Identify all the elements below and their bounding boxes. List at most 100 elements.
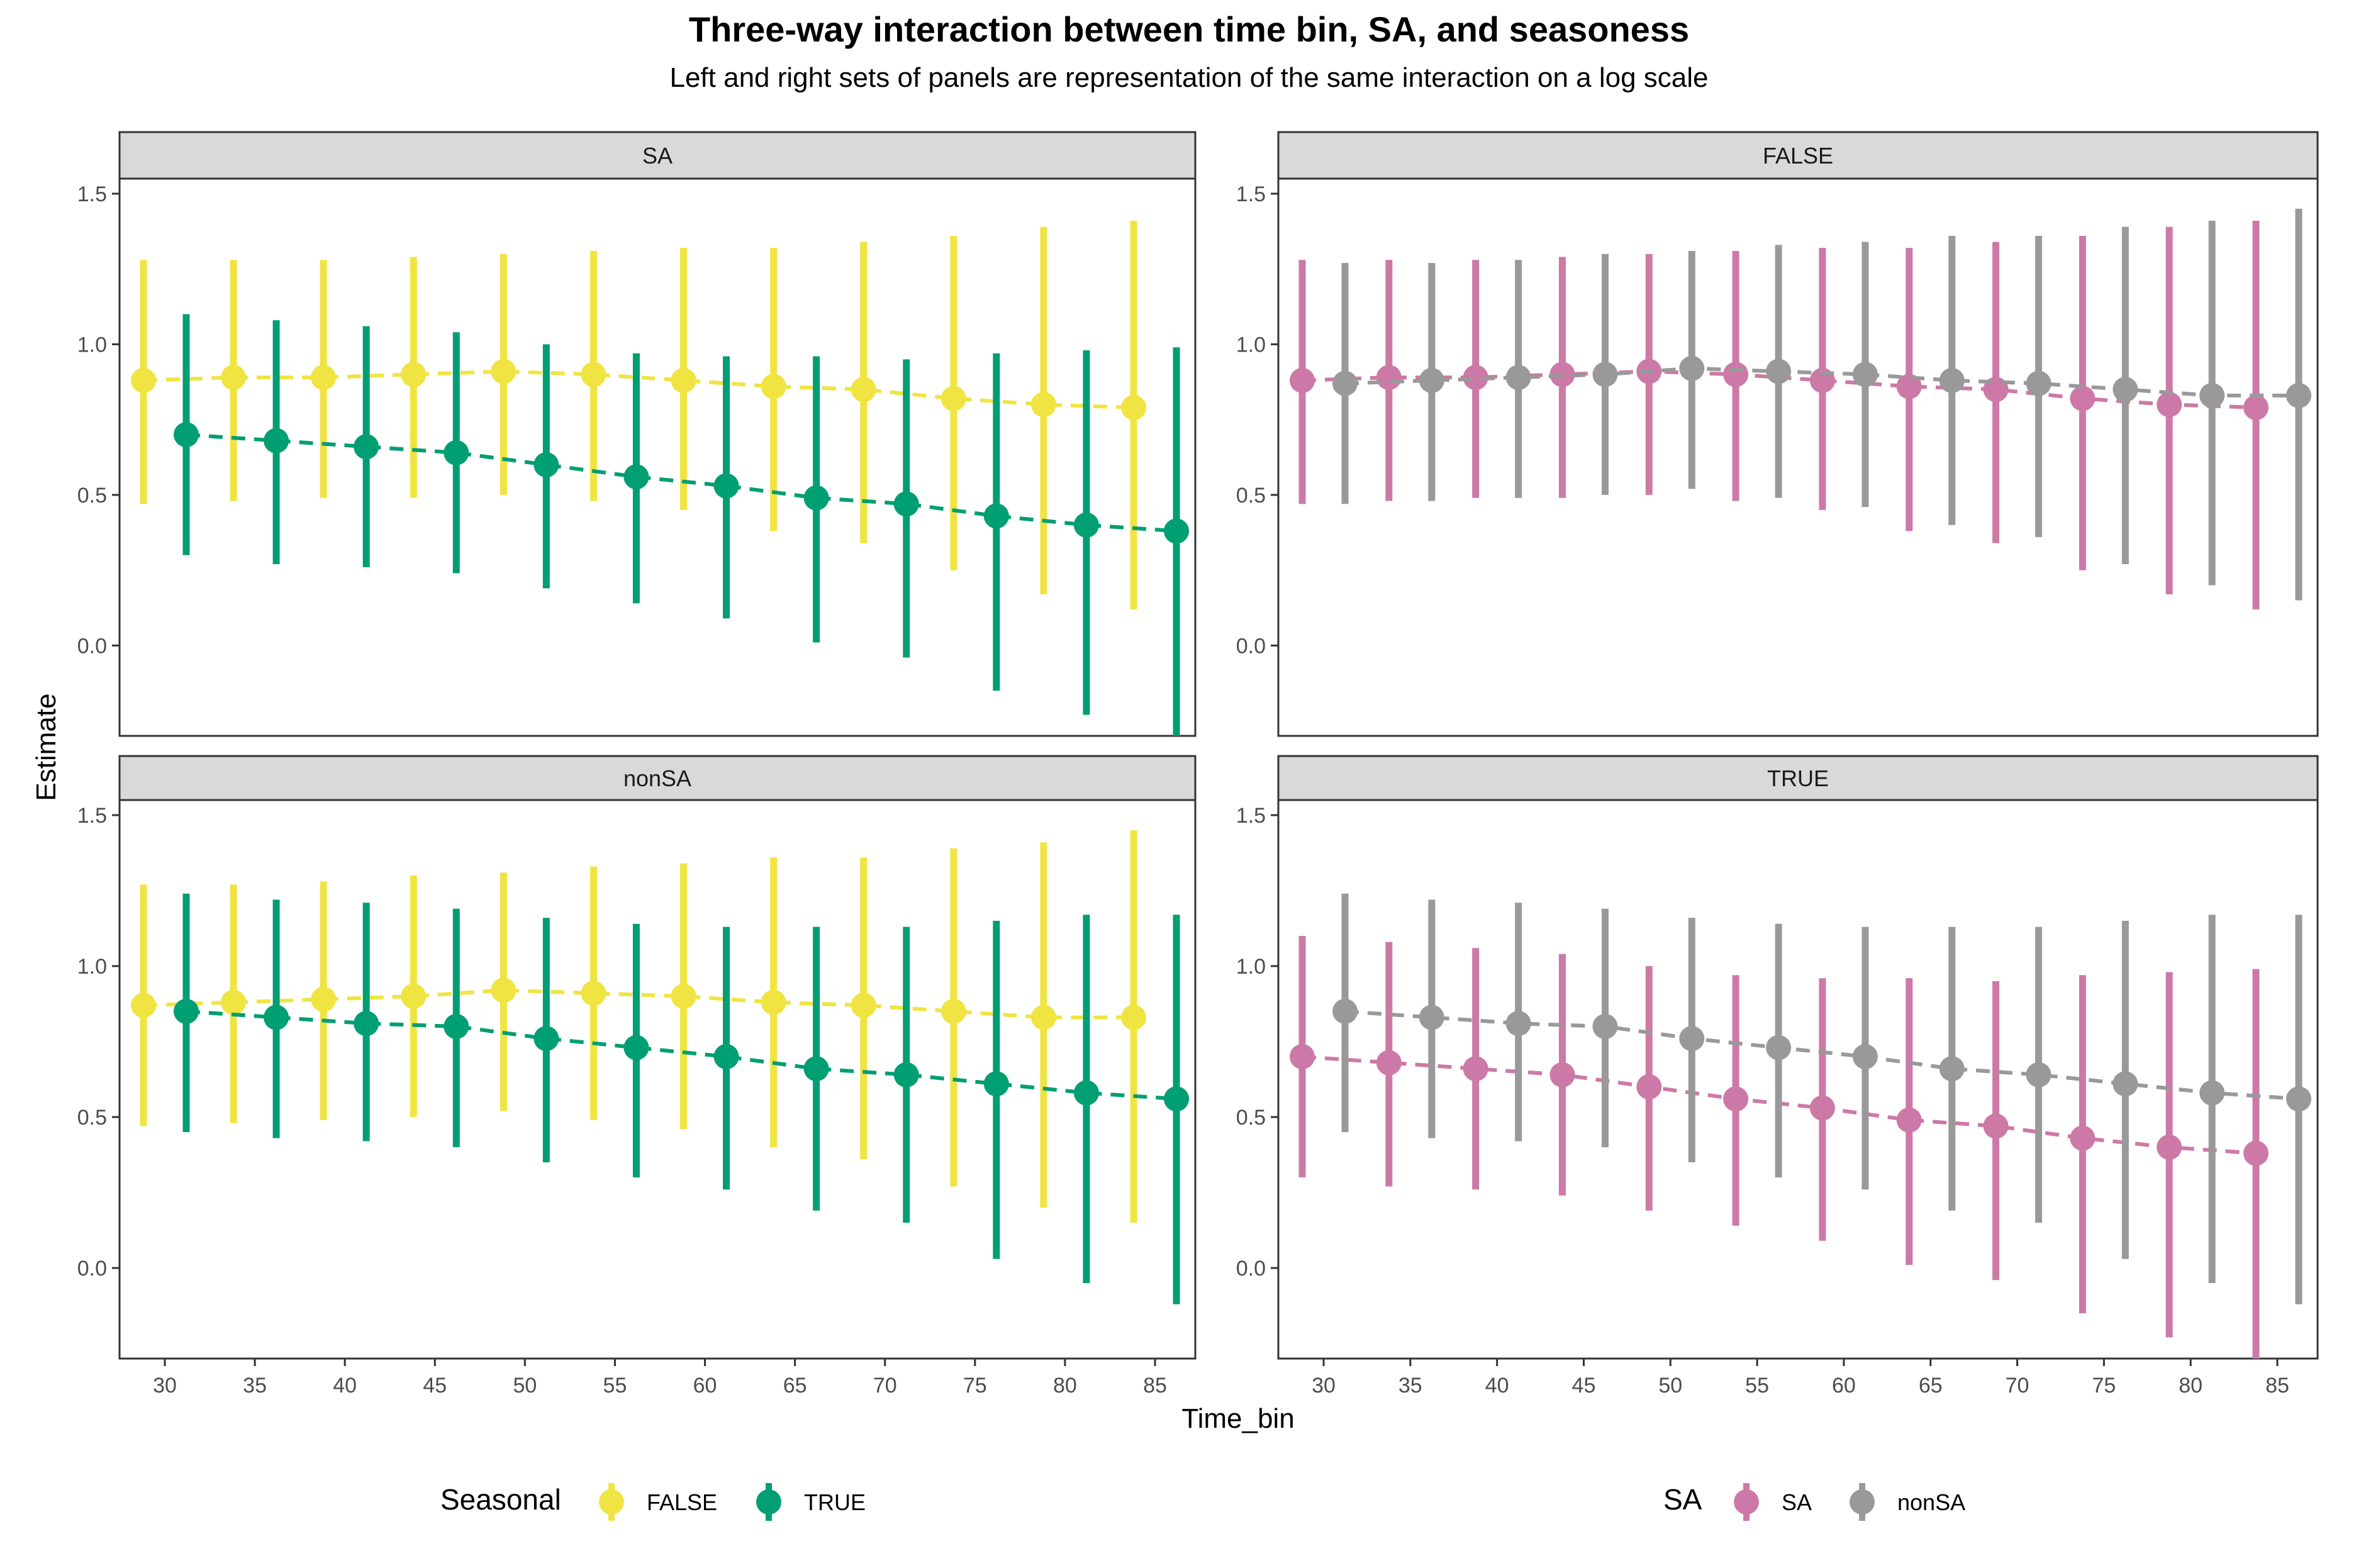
data-point <box>1723 362 1749 387</box>
data-point <box>2026 1062 2051 1087</box>
facet-strip <box>1277 755 2319 801</box>
data-point <box>174 422 199 448</box>
facet-panels: SA 0.0 0.5 1.0 1.5 FALSE 0.0 0.5 1.0 1.5 nonSA 0.0 0… <box>77 131 2319 1398</box>
data-point <box>761 374 786 399</box>
legend-label: TRUE <box>804 1489 866 1515</box>
data-point <box>1723 1086 1749 1112</box>
data-point <box>1030 1004 1056 1030</box>
facet-strip <box>118 131 1197 180</box>
data-point <box>1766 1035 1792 1060</box>
data-point <box>131 993 156 1018</box>
data-point <box>893 1062 919 1087</box>
y-tick-label: 0.5 <box>1236 484 1266 508</box>
data-point <box>444 1014 469 1039</box>
data-point <box>803 485 829 511</box>
series-FALSE <box>131 830 1146 1223</box>
data-point <box>1679 355 1705 381</box>
x-tick-label: 45 <box>423 1374 447 1398</box>
data-point <box>1636 1074 1662 1099</box>
data-point <box>533 1026 559 1052</box>
facet-strip-label: FALSE <box>1763 143 1833 169</box>
data-point <box>1463 365 1488 391</box>
data-point <box>533 452 559 477</box>
y-tick-label: 0.0 <box>1236 1257 1266 1281</box>
data-point <box>1121 394 1146 420</box>
y-tick-label: 1.0 <box>1236 955 1266 979</box>
series-FALSE <box>131 221 1146 609</box>
series-trend-line <box>186 433 1177 533</box>
data-point <box>1939 367 1965 393</box>
x-tick-label: 65 <box>1919 1374 1943 1398</box>
data-point <box>2070 1125 2096 1151</box>
data-point <box>401 362 427 387</box>
legend-seasonal-title: Seasonal <box>440 1483 561 1516</box>
data-point <box>2157 1135 2182 1160</box>
legend-label: nonSA <box>1897 1489 1965 1515</box>
data-point <box>1592 362 1618 387</box>
data-point <box>581 981 606 1006</box>
chart-subtitle: Left and right sets of panels are repres… <box>669 62 1708 93</box>
data-point <box>1679 1026 1705 1052</box>
legend-key-point <box>1850 1489 1875 1515</box>
data-point <box>761 989 786 1015</box>
chart-title: Three-way interaction between time bin, … <box>689 9 1689 49</box>
data-point <box>1896 374 1922 399</box>
data-point <box>1376 365 1402 391</box>
data-point <box>1505 365 1531 391</box>
data-point <box>1073 512 1099 538</box>
y-tick-label: 0.5 <box>77 1106 107 1130</box>
legend-key-point <box>756 1489 781 1515</box>
data-point <box>983 1071 1009 1097</box>
data-point <box>401 984 427 1009</box>
x-tick-label: 45 <box>1572 1374 1596 1398</box>
data-point <box>264 1004 289 1030</box>
data-point <box>1766 359 1792 384</box>
data-point <box>311 986 337 1012</box>
series-trend-line <box>1344 1009 2299 1101</box>
x-tick-label: 60 <box>1832 1374 1856 1398</box>
data-point <box>1164 518 1189 544</box>
data-point <box>983 503 1009 529</box>
series-trend-line <box>1344 366 2299 398</box>
data-point <box>1592 1014 1618 1039</box>
y-tick-label: 0.5 <box>77 484 107 508</box>
x-tick-label: 40 <box>1485 1374 1509 1398</box>
data-point <box>581 362 606 387</box>
data-point <box>1419 367 1444 393</box>
x-tick-label: 85 <box>1143 1374 1167 1398</box>
x-tick-label: 65 <box>783 1374 807 1398</box>
series-trend-line <box>186 1009 1177 1101</box>
data-point <box>221 989 247 1015</box>
x-tick-label: 75 <box>2092 1374 2116 1398</box>
y-tick-label: 1.0 <box>77 955 107 979</box>
data-point <box>713 1044 739 1069</box>
data-point <box>623 1035 649 1060</box>
x-axis-title: Time_bin <box>1181 1403 1294 1434</box>
data-point <box>2286 382 2311 408</box>
data-point <box>2026 370 2051 396</box>
data-point <box>803 1056 829 1082</box>
facet-panel-FALSE: FALSE 0.0 0.5 1.0 1.5 <box>1236 131 2319 737</box>
legend-label: SA <box>1782 1489 1812 1515</box>
data-point <box>1376 1050 1402 1076</box>
data-point <box>2157 392 2182 418</box>
x-tick-label: 30 <box>1312 1374 1336 1398</box>
data-point <box>1290 1044 1315 1069</box>
legend-key-point <box>599 1489 624 1515</box>
y-tick-label: 1.0 <box>1236 333 1266 357</box>
data-point <box>131 367 156 393</box>
x-tick-label: 55 <box>603 1374 627 1398</box>
facet-strip-label: nonSA <box>623 765 691 791</box>
data-point <box>851 377 876 403</box>
x-tick-label: 60 <box>693 1374 717 1398</box>
data-point <box>851 993 876 1018</box>
facet-strip <box>1277 131 2319 180</box>
x-tick-label: 85 <box>2265 1374 2289 1398</box>
facet-panel-TRUE: TRUE 0.0 0.5 1.0 1.5 30 35 40 45 50 55 60 65 70 75 80 85 <box>1236 755 2319 1398</box>
data-point <box>2199 1080 2225 1106</box>
data-point <box>713 473 739 499</box>
legend-sa: SA SA nonSA <box>1663 1483 1965 1521</box>
y-tick-label: 0.5 <box>1236 1106 1266 1130</box>
panel-border <box>118 177 1197 737</box>
